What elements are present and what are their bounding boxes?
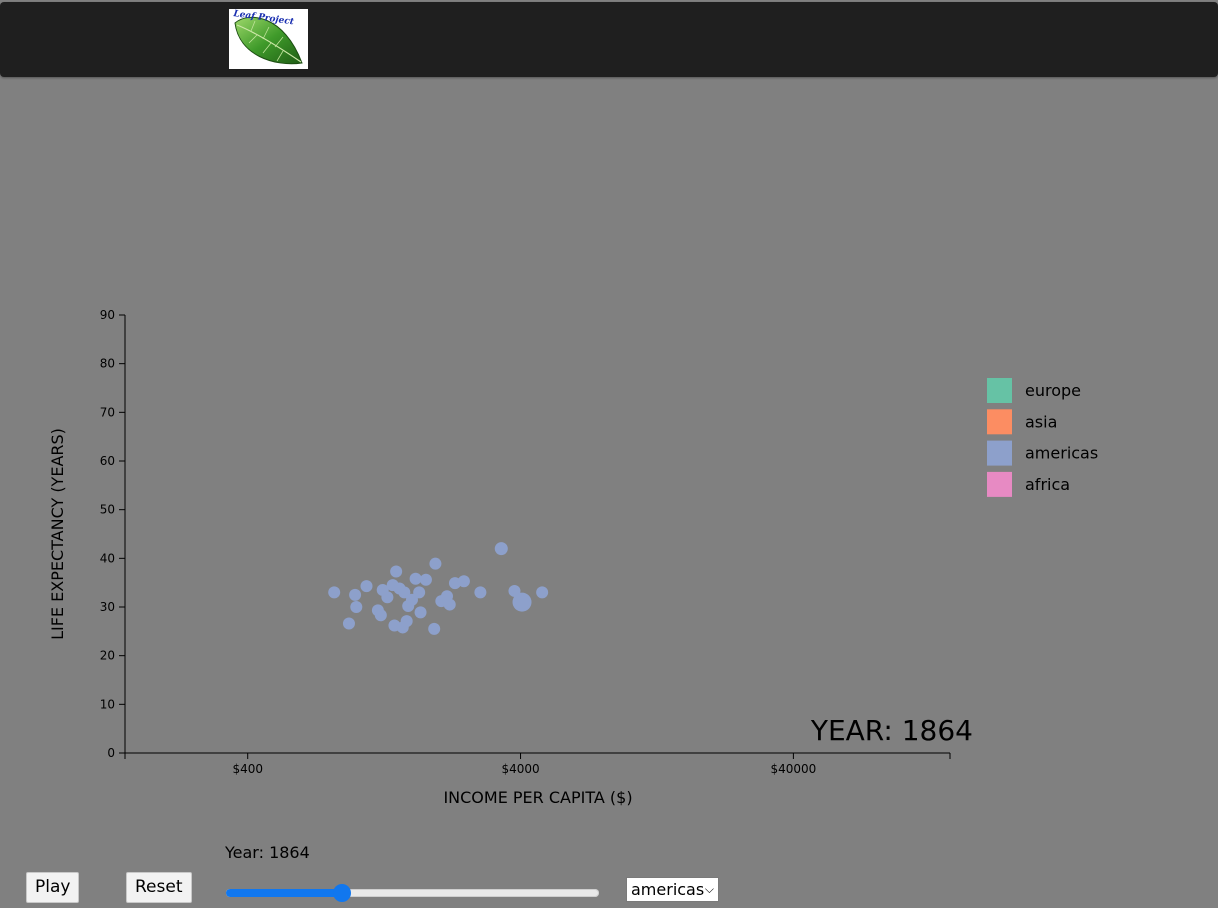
legend-label-americas: americas (1025, 444, 1098, 463)
y-tick-label: 60 (100, 454, 115, 468)
legend-label-africa: africa (1025, 475, 1070, 494)
y-tick-label: 70 (100, 405, 115, 419)
data-point-americas[interactable] (381, 591, 394, 604)
data-point-americas[interactable] (428, 622, 441, 635)
data-point-americas[interactable] (413, 586, 426, 599)
y-tick-label: 10 (100, 697, 115, 711)
data-point-americas[interactable] (342, 617, 355, 630)
top-navbar: Leaf Project (0, 2, 1218, 77)
y-tick-label: 90 (100, 308, 115, 322)
data-point-americas[interactable] (400, 615, 413, 628)
data-point-americas[interactable] (429, 557, 442, 570)
legend-label-asia: asia (1025, 412, 1057, 431)
leaf-logo-icon: Leaf Project (232, 9, 303, 65)
legend-swatch-americas (987, 440, 1012, 466)
x-tick-label: $4000 (501, 762, 539, 776)
x-tick-label: $40000 (770, 762, 816, 776)
y-tick-label: 40 (100, 551, 115, 565)
data-points (328, 542, 549, 635)
legend-swatch-asia (987, 409, 1012, 435)
slider-thumb[interactable] (333, 884, 351, 902)
slider-fill (226, 889, 342, 897)
data-point-americas[interactable] (414, 606, 427, 619)
data-point-americas[interactable] (390, 565, 403, 578)
legend-swatch-africa (987, 471, 1012, 497)
legend: europe asia americas africa (987, 378, 1098, 497)
data-point-americas[interactable] (443, 598, 456, 611)
data-point-americas[interactable] (360, 580, 373, 593)
data-point-americas[interactable] (374, 609, 387, 622)
data-point-americas[interactable] (398, 586, 411, 599)
legend-swatch-europe (987, 378, 1012, 403)
y-tick-label: 20 (100, 649, 115, 663)
data-point-americas[interactable] (409, 572, 422, 585)
data-point-americas[interactable] (349, 588, 362, 601)
y-tick-label: 50 (100, 503, 115, 517)
continent-select-value: americas (631, 880, 705, 899)
x-axis-title: INCOME PER CAPITA ($) (443, 788, 632, 807)
year-display-label: YEAR: 1864 (810, 714, 973, 747)
data-point-americas[interactable] (494, 542, 508, 556)
reset-button[interactable]: Reset (126, 872, 192, 903)
y-axis-title: LIFE EXPECTANCY (YEARS) (48, 428, 67, 640)
y-tick-label: 30 (100, 600, 115, 614)
year-caption: Year: 1864 (225, 843, 310, 862)
leaf-project-logo[interactable]: Leaf Project (229, 9, 308, 69)
legend-label-europe: europe (1025, 381, 1081, 400)
y-tick-label: 80 (100, 357, 115, 371)
play-button[interactable]: Play (26, 872, 80, 903)
slider-track[interactable] (226, 889, 599, 897)
x-tick-label: $400 (232, 762, 263, 776)
data-point-americas[interactable] (448, 577, 461, 590)
data-point-americas[interactable] (474, 586, 487, 599)
data-point-americas[interactable] (328, 586, 341, 599)
data-point-americas[interactable] (350, 601, 363, 613)
data-point-americas[interactable] (419, 573, 432, 586)
year-slider[interactable] (226, 884, 599, 902)
chevron-down-icon: ⌵ (704, 882, 714, 896)
y-tick-label: 0 (107, 746, 115, 760)
data-point-americas[interactable] (512, 592, 532, 612)
data-point-americas[interactable] (457, 575, 470, 588)
data-point-americas[interactable] (536, 586, 549, 599)
continent-select[interactable]: americas ⌵ (626, 877, 719, 902)
